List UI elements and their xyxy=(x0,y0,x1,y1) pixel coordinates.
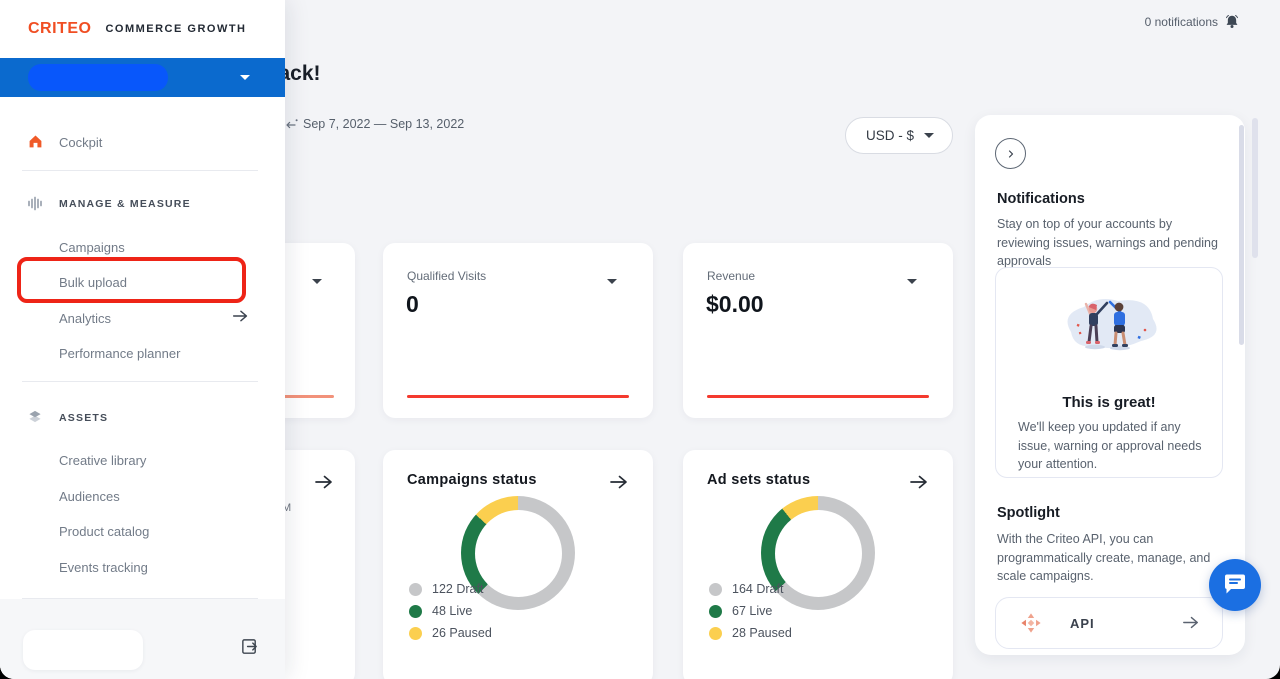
equalizer-icon xyxy=(27,196,43,216)
currency-select[interactable]: USD - $ xyxy=(845,117,953,154)
sidebar-item-campaigns[interactable]: Campaigns xyxy=(59,240,125,255)
account-name-redacted xyxy=(28,64,168,91)
notifications-description: Stay on top of your accounts by reviewin… xyxy=(997,217,1218,268)
spotlight-heading: Spotlight xyxy=(997,505,1060,521)
spotlight-description: With the Criteo API, you can programmati… xyxy=(997,532,1211,583)
adsets-status-donut xyxy=(761,496,875,610)
legend-dot-live xyxy=(709,604,722,618)
kpi-card-qualified-visits[interactable]: Qualified Visits 0 xyxy=(383,243,653,418)
chevron-down-icon[interactable] xyxy=(907,279,917,284)
legend-item: 67 Live xyxy=(709,604,792,618)
kpi-label: Qualified Visits xyxy=(407,269,487,283)
legend-dot-draft xyxy=(409,582,422,596)
divider xyxy=(22,170,258,171)
legend-dot-paused xyxy=(409,626,422,640)
currency-value: USD - $ xyxy=(866,128,915,143)
legend: 122 Draft 48 Live 26 Paused xyxy=(409,582,492,640)
arrow-right-icon[interactable] xyxy=(609,474,629,495)
kpi-label: Revenue xyxy=(707,269,756,283)
sidebar-item-audiences[interactable]: Audiences xyxy=(59,489,120,504)
brand-header: CRITEO COMMERCE GROWTH xyxy=(0,0,285,58)
bulk-upload-highlight xyxy=(17,257,246,303)
api-link-card[interactable]: API xyxy=(995,597,1223,649)
chat-bubble-icon xyxy=(1225,574,1245,594)
notifications-panel: Notifications Stay on top of your accoun… xyxy=(975,115,1245,655)
account-selector[interactable] xyxy=(0,58,285,97)
notifications-status: 0 notifications xyxy=(1100,14,1240,30)
arrow-right-icon[interactable] xyxy=(314,474,334,495)
legend-item: 122 Draft xyxy=(409,582,492,596)
sidebar-footer xyxy=(0,599,285,679)
layers-icon xyxy=(27,409,43,429)
kpi-card-revenue[interactable]: Revenue $0.00 xyxy=(683,243,953,418)
bell-icon[interactable] xyxy=(1224,14,1240,30)
legend-item: 164 Draft xyxy=(709,582,792,596)
api-icon xyxy=(1020,612,1042,634)
chevron-down-icon[interactable] xyxy=(312,279,322,284)
legend-item: 48 Live xyxy=(409,604,492,618)
date-range[interactable]: Sep 7, 2022 — Sep 13, 2022 xyxy=(286,117,464,131)
chat-button[interactable] xyxy=(1209,559,1261,611)
campaigns-status-donut xyxy=(461,496,575,610)
kpi-sparkline xyxy=(407,395,629,398)
legend-label: 28 Paused xyxy=(732,626,792,640)
kpi-sparkline xyxy=(707,395,929,398)
collapse-panel-button[interactable] xyxy=(995,138,1026,169)
arrow-right-icon[interactable] xyxy=(232,309,249,328)
arrow-right-icon xyxy=(1182,615,1200,635)
partial-label: M xyxy=(282,502,292,514)
sidebar-item-performance-planner[interactable]: Performance planner xyxy=(59,346,181,361)
sidebar-item-analytics[interactable]: Analytics xyxy=(59,311,112,326)
legend-label: 164 Draft xyxy=(732,582,784,596)
chevron-down-icon[interactable] xyxy=(607,279,617,284)
notifications-count: 0 notifications xyxy=(1144,15,1218,29)
sidebar-item-events-tracking[interactable]: Events tracking xyxy=(59,560,148,575)
legend-dot-live xyxy=(409,604,422,618)
legend-label: 48 Live xyxy=(432,604,473,618)
chevron-down-icon xyxy=(240,75,250,80)
page-scrollbar[interactable] xyxy=(1252,118,1258,258)
divider xyxy=(22,381,258,382)
logout-icon xyxy=(242,639,257,654)
notifications-empty-state: This is great! We'll keep you updated if… xyxy=(995,267,1223,478)
panel-scrollbar[interactable] xyxy=(1239,125,1244,345)
sidebar: CRITEO COMMERCE GROWTH Cockpit MANAGE & … xyxy=(0,0,285,679)
sidebar-item-creative-library[interactable]: Creative library xyxy=(59,453,147,468)
sidebar-item-bulk-upload[interactable]: Bulk upload xyxy=(59,275,127,290)
empty-state-title: This is great! xyxy=(1062,394,1156,411)
empty-state-description: We'll keep you updated if any issue, war… xyxy=(1018,420,1202,471)
kpi-value: 0 xyxy=(406,291,419,317)
chevron-down-icon xyxy=(924,133,934,138)
sidebar-item-cockpit[interactable]: Cockpit xyxy=(59,135,103,150)
kpi-value: $0.00 xyxy=(706,291,764,317)
legend-item: 28 Paused xyxy=(709,626,792,640)
legend-label: 122 Draft xyxy=(432,582,484,596)
criteo-logo: CRITEO xyxy=(28,20,92,37)
legend: 164 Draft 67 Live 28 Paused xyxy=(709,582,792,640)
divider xyxy=(22,598,258,599)
sidebar-item-product-catalog[interactable]: Product catalog xyxy=(59,524,150,539)
logout-button[interactable] xyxy=(240,637,259,659)
legend-dot-paused xyxy=(709,626,722,640)
home-icon xyxy=(27,133,44,154)
card-title: Campaigns status xyxy=(407,472,537,488)
section-manage-measure: MANAGE & MEASURE xyxy=(59,198,191,210)
legend-dot-draft xyxy=(709,582,722,596)
api-label: API xyxy=(1070,615,1095,631)
user-name-redacted[interactable] xyxy=(23,630,143,670)
legend-label: 67 Live xyxy=(732,604,773,618)
legend-item: 26 Paused xyxy=(409,626,492,640)
product-name: COMMERCE GROWTH xyxy=(105,23,247,35)
date-compare-icon xyxy=(286,118,298,130)
date-range-label: Sep 7, 2022 — Sep 13, 2022 xyxy=(303,117,465,131)
high-five-illustration xyxy=(1055,292,1165,359)
arrow-right-icon[interactable] xyxy=(909,474,929,495)
legend-label: 26 Paused xyxy=(432,626,492,640)
section-assets: ASSETS xyxy=(59,412,109,424)
card-title: Ad sets status xyxy=(707,472,811,488)
adsets-status-card: Ad sets status 164 Draft 67 Live 28 Paus… xyxy=(683,450,953,679)
campaigns-status-card: Campaigns status 122 Draft 48 Live 26 Pa… xyxy=(383,450,653,679)
notifications-heading: Notifications xyxy=(997,191,1085,207)
